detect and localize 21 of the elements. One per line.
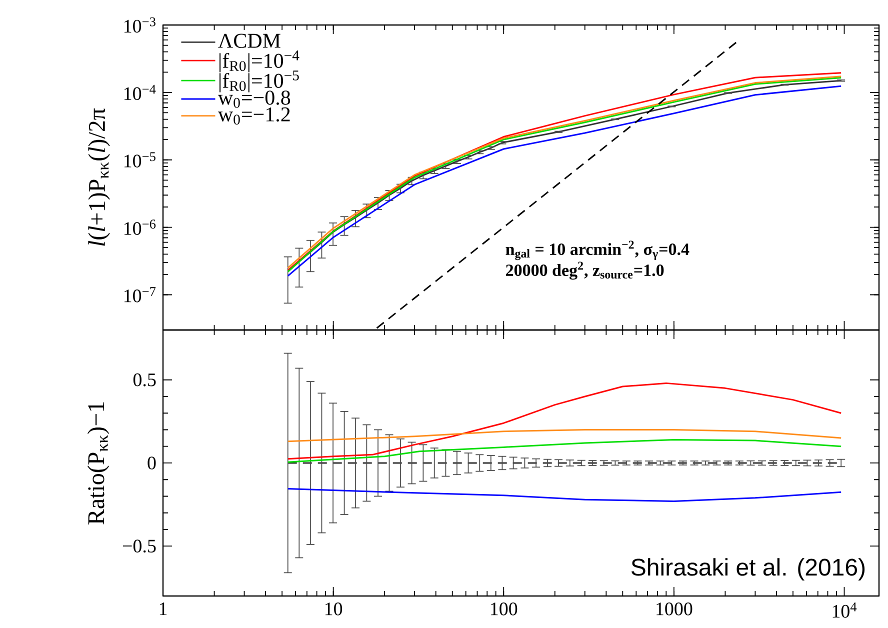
y-axis-title: Ratio(P$_{κκ}$)−1 <box>87 402 110 524</box>
legend-label: w$_{0}$=−1.2 <box>218 107 290 125</box>
x-tick-label: 10 <box>325 602 342 616</box>
legend-label: w$_{0}$=−0.8 <box>218 90 290 108</box>
x-tick-label: 100 <box>491 602 518 616</box>
legend-label: ΛCDM <box>218 34 280 48</box>
y-tick-label: 10$^{−5}$ <box>124 152 156 168</box>
y-axis-title: l(l+1)P$_{κκ}$(l)/2π <box>88 108 110 246</box>
y-tick-label: 0 <box>148 456 156 470</box>
y-tick-label: 0.5 <box>133 373 156 386</box>
y-tick-label: −0.5 <box>122 540 156 553</box>
x-tick-label: 1000 <box>656 602 692 616</box>
annotation: Shirasaki et al. (2016) <box>631 558 865 580</box>
annotation: n$_{gal}$ = 10 arcmin$^{−2}$, σ$_{γ}$=0.4 <box>506 240 690 260</box>
y-tick-label: 10$^{−4}$ <box>124 84 156 100</box>
annotation: 20000 deg$^{2}$, z$_{source}$=1.0 <box>506 262 664 280</box>
y-tick-label: 10$^{−6}$ <box>124 220 156 235</box>
y-tick-label: 10$^{−7}$ <box>124 287 156 302</box>
x-tick-label: 10$^{4}$ <box>832 602 857 618</box>
y-tick-label: 10$^{−3}$ <box>124 17 156 33</box>
x-tick-label: 1 <box>160 602 167 616</box>
